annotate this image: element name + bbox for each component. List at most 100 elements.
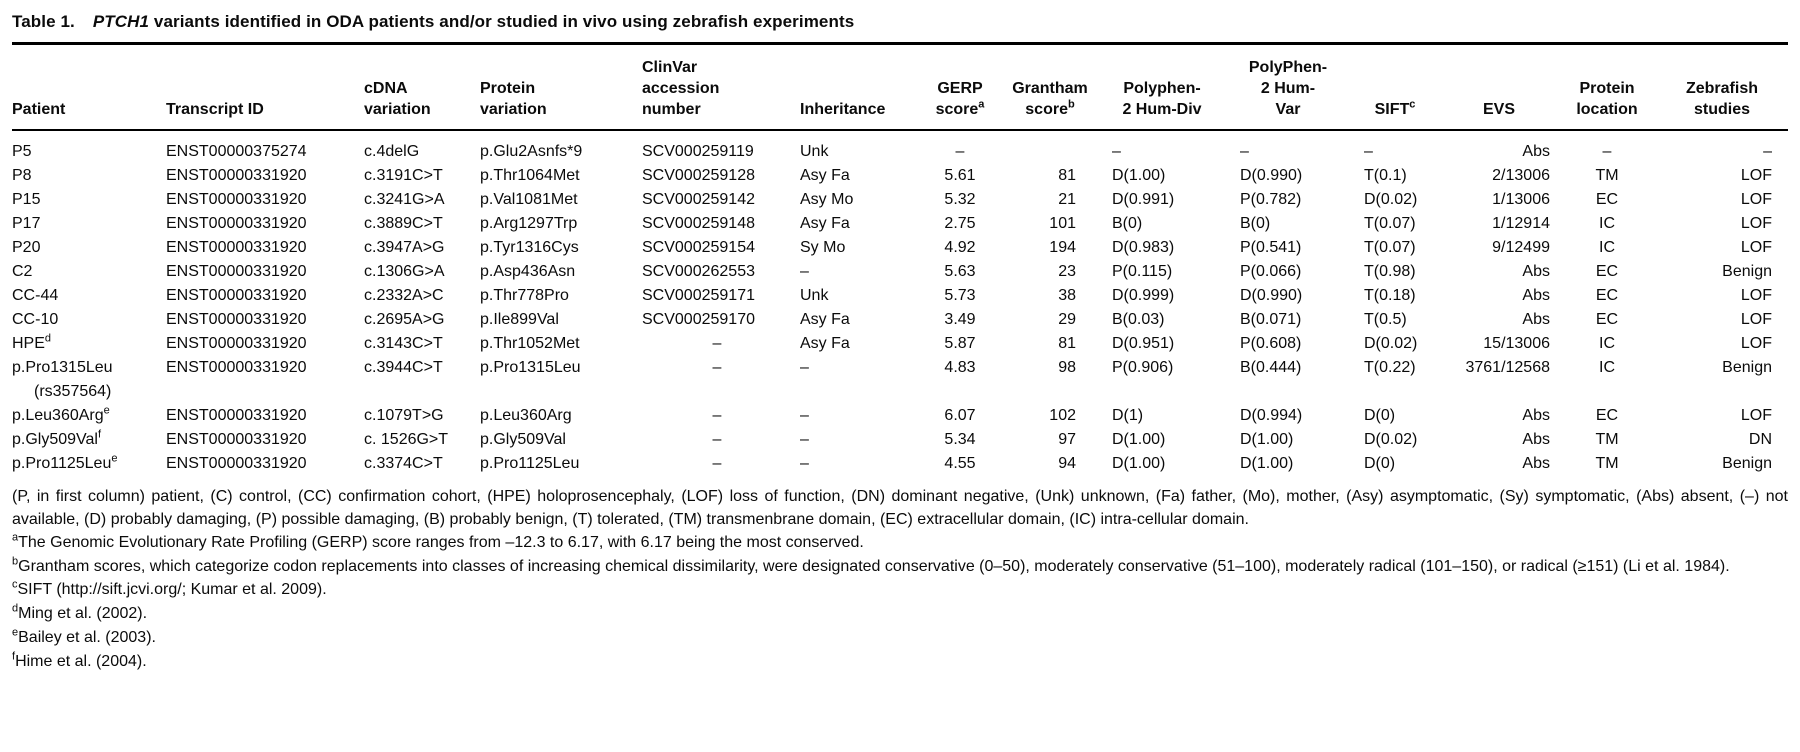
grantham-cell: 38 [1058, 287, 1076, 304]
inheritance-cell: Asy Fa [800, 335, 850, 352]
column-header-zebrafish: Zebrafish studies [1656, 45, 1788, 131]
table-body: P5 ENST00000375274 c.4delG p.Glu2Asnfs*9 SCV… [12, 130, 1788, 476]
footnote-marker-b: b [12, 555, 19, 568]
location-cell: IC [1599, 239, 1615, 256]
patient-id: P15 [12, 191, 41, 208]
cdna-cell: c.3143C>T [364, 335, 443, 352]
humvar-cell: D(1.00) [1240, 431, 1294, 448]
column-header-transcript: Transcript ID [164, 45, 364, 131]
variants-table: Patient Transcript ID cDNA variation Protein… [12, 45, 1788, 476]
humvar-cell: D(0.990) [1240, 167, 1303, 184]
patient-rs-id: (rs357564) [34, 383, 112, 400]
table-caption: variants identified in ODA patients and/… [149, 12, 855, 31]
zebrafish-cell: LOF [1740, 407, 1772, 424]
location-cell: – [1602, 143, 1612, 160]
table-row: CC-10 ENST00000331920 c.2695A>G p.Ile899Val… [12, 308, 1788, 332]
clinvar-cell: SCV000262553 [642, 263, 755, 280]
transcript-cell: ENST00000331920 [166, 335, 307, 352]
zebrafish-cell: Benign [1722, 263, 1772, 280]
location-cell: IC [1599, 335, 1615, 352]
gerp-cell: 5.32 [944, 191, 976, 208]
patient-cell: CC-44 [12, 284, 164, 308]
footnote-b-text: Grantham scores, which categorize codon … [18, 558, 1730, 575]
evs-cell: Abs [1522, 431, 1550, 448]
gerp-cell: 5.63 [944, 263, 976, 280]
footnote-marker-e: e [12, 626, 19, 639]
sift-cell: T(0.5) [1364, 311, 1407, 328]
table-row: P20 ENST00000331920 c.3947A>G p.Tyr1316Cys S… [12, 236, 1788, 260]
gerp-cell: 6.07 [944, 407, 976, 424]
footnote-legend: (P, in first column) patient, (C) contro… [12, 488, 1788, 528]
column-header-line: scoreb [1025, 98, 1075, 118]
sift-cell: T(0.07) [1364, 239, 1416, 256]
footnote-c: cSIFT (http://sift.jcvi.org/; Kumar et a… [12, 578, 1788, 602]
footnote-marker: f [97, 428, 102, 441]
location-cell: EC [1595, 263, 1619, 280]
zebrafish-cell: – [1763, 143, 1772, 160]
evs-cell: Abs [1522, 143, 1550, 160]
grantham-cell: 94 [1058, 455, 1076, 472]
column-header-line: Inheritance [800, 101, 886, 118]
patient-id: HPEd [12, 332, 52, 352]
column-header-line: Protein [1579, 80, 1635, 97]
evs-cell: Abs [1522, 263, 1550, 280]
cdna-cell: c.4delG [364, 143, 420, 160]
evs-cell: 1/13006 [1492, 191, 1550, 208]
gerp-cell: 3.49 [944, 311, 976, 328]
column-header-line: Transcript ID [166, 101, 264, 118]
table-header: Patient Transcript ID cDNA variation Protein… [12, 45, 1788, 131]
column-header-humvar: PolyPhen- 2 Hum- Var [1226, 45, 1350, 131]
inheritance-cell: – [800, 359, 809, 376]
patient-cell: HPEd [12, 332, 164, 356]
protein-cell: p.Tyr1316Cys [480, 239, 579, 256]
humvar-cell: P(0.066) [1240, 263, 1302, 280]
cdna-cell: c.3241G>A [364, 191, 445, 208]
transcript-cell: ENST00000331920 [166, 455, 307, 472]
header-row: Patient Transcript ID cDNA variation Protein… [12, 45, 1788, 131]
column-header-humdiv: Polyphen- 2 Hum-Div [1098, 45, 1226, 131]
humdiv-cell: D(1.00) [1112, 431, 1166, 448]
humdiv-cell: D(0.999) [1112, 287, 1175, 304]
gerp-cell: 5.61 [944, 167, 976, 184]
humvar-cell: B(0) [1240, 215, 1271, 232]
clinvar-cell: – [712, 431, 722, 448]
table-row: p.Pro1125Leue ENST00000331920 c.3374C>T p.P… [12, 452, 1788, 476]
gerp-cell: 4.55 [944, 455, 976, 472]
gerp-cell: 5.87 [944, 335, 976, 352]
column-header-line: PolyPhen- [1248, 59, 1328, 76]
zebrafish-cell: LOF [1740, 215, 1772, 232]
clinvar-cell: SCV000259148 [642, 215, 755, 232]
location-cell: EC [1595, 407, 1619, 424]
column-header-patient: Patient [12, 45, 164, 131]
protein-cell: p.Glu2Asnfs*9 [480, 143, 583, 160]
transcript-cell: ENST00000331920 [166, 407, 307, 424]
humvar-cell: D(1.00) [1240, 455, 1294, 472]
patient-cell: p.Gly509Valf [12, 428, 164, 452]
location-cell: EC [1595, 287, 1619, 304]
footnote-b: bGrantham scores, which categorize codon… [12, 555, 1788, 578]
sift-cell: D(0) [1364, 455, 1396, 472]
protein-cell: p.Thr1052Met [480, 335, 580, 352]
humvar-cell: D(0.990) [1240, 287, 1303, 304]
column-header-location: Protein location [1558, 45, 1656, 131]
column-header-line: Polyphen- [1123, 80, 1201, 97]
patient-cell: p.Leu360Arge [12, 404, 164, 428]
evs-cell: Abs [1522, 407, 1550, 424]
patient-id: p.Pro1315Leu [12, 359, 113, 376]
patient-id: P5 [12, 143, 32, 160]
cdna-cell: c.3889C>T [364, 215, 443, 232]
grantham-cell: 21 [1058, 191, 1076, 208]
sift-cell: T(0.1) [1364, 167, 1407, 184]
sift-cell: D(0.02) [1364, 191, 1418, 208]
zebrafish-cell: LOF [1740, 311, 1772, 328]
table-row: HPEd ENST00000331920 c.3143C>T p.Thr1052Met… [12, 332, 1788, 356]
column-header-protein: Protein variation [480, 45, 636, 131]
table-row: p.Leu360Arge ENST00000331920 c.1079T>G p.Le… [12, 404, 1788, 428]
zebrafish-cell: Benign [1722, 455, 1772, 472]
zebrafish-cell: LOF [1740, 167, 1772, 184]
table-row: P8 ENST00000331920 c.3191C>T p.Thr1064Met SC… [12, 164, 1788, 188]
sift-cell: T(0.18) [1364, 287, 1416, 304]
cdna-cell: c.3944C>T [364, 359, 443, 376]
protein-cell: p.Arg1297Trp [480, 215, 578, 232]
column-header-line: ClinVar [642, 59, 698, 76]
